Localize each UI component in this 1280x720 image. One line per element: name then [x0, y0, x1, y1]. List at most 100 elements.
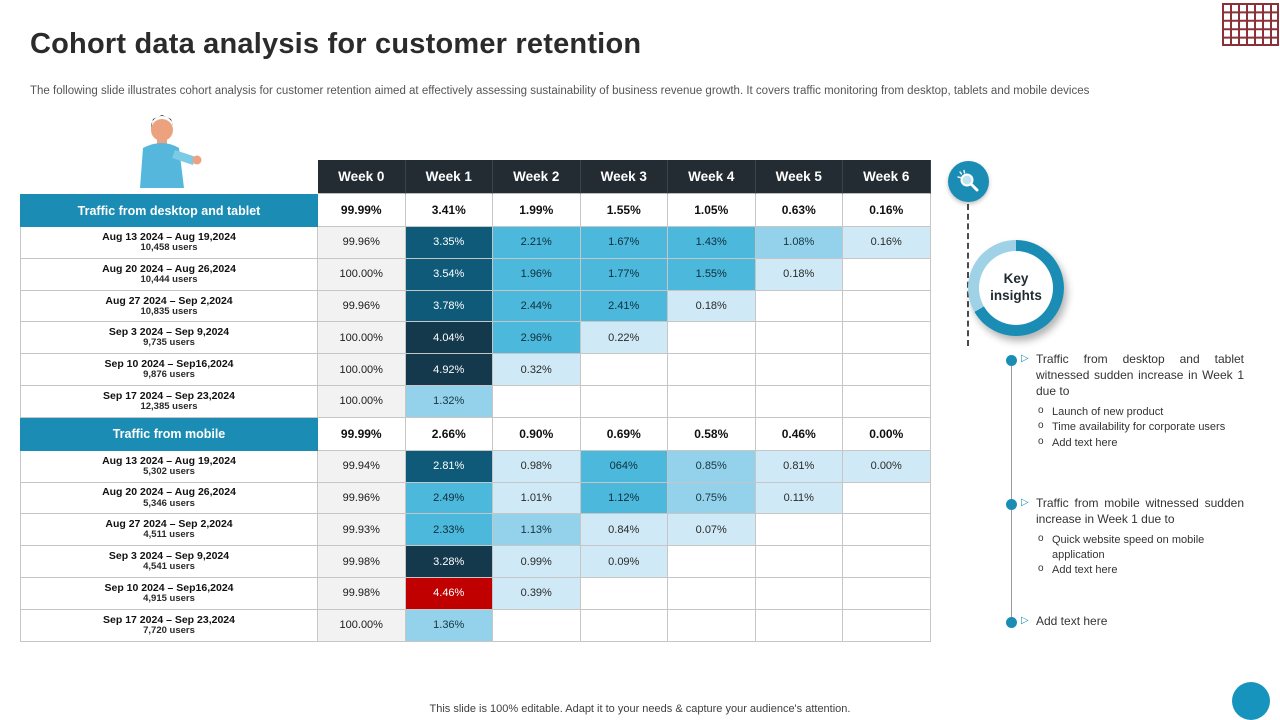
cohort-cell: 3.78%: [405, 290, 493, 323]
cohort-cell: 1.77%: [580, 258, 668, 291]
section-summary-row: Traffic from mobile 99.99% 2.66% 0.90% 0.69%…: [20, 417, 931, 451]
cohort-data-row: Sep 10 2024 – Sep16,2024 9,876 users 100.0…: [20, 354, 931, 386]
cohort-cell: [580, 354, 668, 386]
section-label: Traffic from mobile: [20, 417, 318, 451]
cohort-cell: [843, 577, 931, 610]
cohort-cell: 4.04%: [405, 322, 493, 355]
section-summary-row: Traffic from desktop and tablet 99.99% 3.4…: [20, 194, 931, 227]
summary-cell: 0.00%: [843, 417, 931, 451]
cohort-cell: 0.84%: [580, 514, 668, 547]
week-header-cell: Week 5: [755, 160, 843, 194]
summary-cell: 1.55%: [580, 194, 668, 227]
insight-sub-item: Quick website speed on mobile applicatio…: [1036, 532, 1237, 562]
insight-text[interactable]: Add text here: [1036, 613, 1108, 628]
date-range: Aug 27 2024 – Sep 2,2024: [105, 294, 233, 307]
date-range: Sep 3 2024 – Sep 9,2024: [108, 326, 230, 339]
cohort-cell: 2.41%: [580, 290, 668, 323]
cohort-cell: [755, 577, 843, 610]
week-header-cell: Week 2: [493, 160, 581, 194]
row-label: Sep 17 2024 – Sep 23,2024 12,385 users: [20, 385, 318, 418]
cohort-cell: 99.94%: [318, 450, 406, 483]
cohort-cell: [580, 385, 668, 418]
insights-connector-line: [1011, 366, 1012, 628]
dashed-connector: [967, 204, 969, 346]
cohort-cell: 3.35%: [405, 227, 493, 259]
cohort-cell: [843, 354, 931, 386]
cohort-cell: [755, 290, 843, 323]
user-count: 10,444 users: [140, 273, 198, 285]
cohort-cell: 99.98%: [318, 546, 406, 578]
cohort-cell: 99.96%: [318, 482, 406, 515]
cohort-cell: [843, 514, 931, 547]
cohort-cell: 2.33%: [405, 514, 493, 547]
summary-cell: 0.69%: [580, 417, 668, 451]
cohort-cell: [668, 609, 756, 642]
insight-sub-item: Launch of new product: [1036, 404, 1237, 420]
cohort-cell: [668, 577, 756, 610]
cohort-data-row: Sep 10 2024 – Sep16,2024 4,915 users 99.98…: [20, 577, 931, 610]
summary-cell: 0.16%: [843, 194, 931, 227]
cohort-cell: 100.00%: [318, 609, 406, 642]
cohort-cell: 1.96%: [493, 258, 581, 291]
cohort-cell: 1.32%: [405, 385, 493, 418]
summary-cell: 0.46%: [755, 417, 843, 451]
insight-sub-item[interactable]: Add text here: [1036, 562, 1237, 578]
user-count: 5,302 users: [143, 465, 195, 477]
row-label: Aug 13 2024 – Aug 19,2024 5,302 users: [20, 450, 318, 483]
summary-cell: 3.41%: [405, 194, 493, 227]
insight-text: Traffic from mobile witnessed sudden inc…: [1036, 496, 1244, 527]
cohort-cell: 0.39%: [493, 577, 581, 610]
slide-subtitle: The following slide illustrates cohort a…: [30, 85, 1090, 97]
cohort-cell: [668, 322, 756, 355]
insight-sub-list: Quick website speed on mobile applicatio…: [1036, 532, 1256, 578]
cohort-data-row: Sep 17 2024 – Sep 23,2024 7,720 users 100.…: [20, 609, 931, 642]
cohort-cell: [843, 322, 931, 355]
cohort-table: Week 0 Week 1 Week 2 Week 3 Week 4 Week 5 Week…: [20, 160, 931, 642]
cohort-cell: [755, 322, 843, 355]
row-label: Sep 10 2024 – Sep16,2024 4,915 users: [20, 577, 318, 610]
user-count: 9,735 users: [143, 337, 195, 349]
user-count: 4,511 users: [143, 529, 195, 541]
cohort-cell: 2.49%: [405, 482, 493, 515]
key-insights-label: Key insights: [990, 271, 1042, 303]
cohort-cell: 2.81%: [405, 450, 493, 483]
cohort-cell: 4.46%: [405, 577, 493, 610]
date-range: Sep 10 2024 – Sep16,2024: [104, 581, 234, 594]
user-count: 4,541 users: [143, 561, 195, 573]
cohort-cell: 4.92%: [405, 354, 493, 386]
cohort-cell: [755, 609, 843, 642]
date-range: Sep 17 2024 – Sep 23,2024: [103, 389, 235, 402]
section-label: Traffic from desktop and tablet: [20, 194, 318, 227]
insights-list: ▷ Traffic from desktop and tablet witness…: [1000, 352, 1256, 630]
cohort-cell: 0.81%: [755, 450, 843, 483]
cohort-cell: 1.01%: [493, 482, 581, 515]
cohort-cell: [755, 514, 843, 547]
date-range: Aug 13 2024 – Aug 19,2024: [102, 230, 236, 243]
insight-sub-item[interactable]: Add text here: [1036, 435, 1237, 451]
cohort-cell: [580, 577, 668, 610]
week-header-cell: Week 3: [580, 160, 668, 194]
cohort-cell: [580, 609, 668, 642]
cohort-cell: 0.85%: [668, 450, 756, 483]
cohort-cell: 3.54%: [405, 258, 493, 291]
person-illustration: [112, 114, 204, 199]
cohort-cell: 99.96%: [318, 227, 406, 259]
date-range: Aug 20 2024 – Aug 26,2024: [102, 486, 236, 499]
bullet-dot-icon: [1006, 499, 1017, 511]
insight-item: ▷ Add text here: [1000, 614, 1256, 630]
row-label: Sep 3 2024 – Sep 9,2024 4,541 users: [20, 546, 318, 578]
header-spacer: [20, 160, 318, 194]
user-count: 7,720 users: [143, 624, 195, 636]
date-range: Sep 10 2024 – Sep16,2024: [104, 358, 234, 371]
cohort-cell: 0.11%: [755, 482, 843, 515]
cohort-cell: [843, 385, 931, 418]
user-count: 12,385 users: [140, 400, 198, 412]
insight-item: ▷ Traffic from mobile witnessed sudden in…: [1000, 496, 1256, 577]
insight-sub-item: Time availability for corporate users: [1036, 419, 1237, 435]
row-label: Aug 27 2024 – Sep 2,2024 4,511 users: [20, 514, 318, 547]
cohort-cell: [755, 385, 843, 418]
cohort-cell: 0.18%: [668, 290, 756, 323]
cohort-data-row: Aug 20 2024 – Aug 26,2024 10,444 users 100…: [20, 258, 931, 291]
cohort-cell: 100.00%: [318, 385, 406, 418]
